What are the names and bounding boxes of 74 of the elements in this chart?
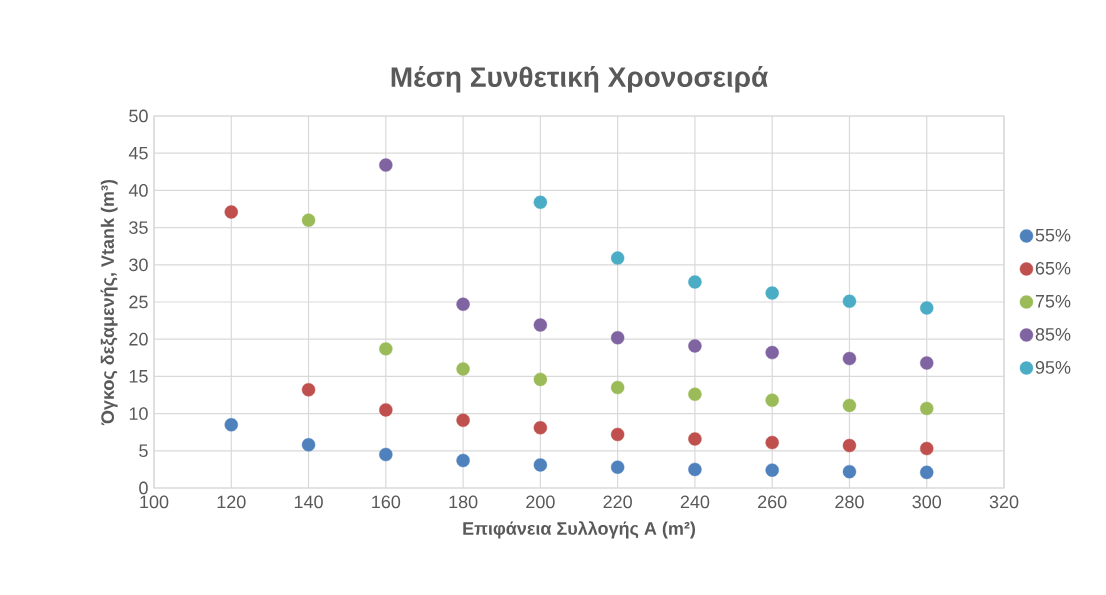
y-tick-label: 10: [129, 407, 148, 420]
point: [842, 464, 857, 479]
x-tick-label: 220: [603, 495, 632, 509]
point: [456, 413, 470, 427]
point: [533, 372, 548, 387]
point: [688, 387, 702, 401]
y-tick-label: 25: [129, 295, 148, 309]
y-tick-label: 50: [129, 109, 148, 123]
point: [610, 331, 625, 345]
point: [610, 460, 625, 474]
y-tick-label: 30: [129, 258, 148, 272]
y-tick-label: 0: [139, 481, 148, 495]
point: [920, 465, 934, 480]
point: [301, 438, 316, 452]
y-tick-label: 35: [129, 221, 148, 234]
x-tick-label: 180: [449, 495, 478, 509]
point: [610, 427, 625, 442]
point: [379, 342, 393, 356]
point: [533, 458, 548, 472]
point: [765, 345, 779, 360]
point: [224, 205, 238, 219]
point: [533, 421, 548, 435]
point: [842, 351, 857, 366]
point: [765, 393, 779, 407]
point: [765, 286, 779, 300]
point: [688, 339, 702, 353]
point: [224, 418, 238, 432]
point: [456, 297, 470, 311]
x-tick-label: 260: [758, 495, 787, 509]
point: [842, 294, 857, 308]
point: [920, 356, 934, 370]
point: [842, 398, 857, 413]
legend-label: 95%: [1035, 361, 1071, 374]
point: [379, 158, 393, 172]
point: [920, 401, 934, 416]
x-tick-label: 320: [989, 495, 1019, 509]
x-tick-label: 100: [140, 495, 169, 509]
x-tick-label: 300: [912, 495, 942, 509]
point: [688, 462, 702, 477]
point: [456, 453, 470, 468]
point: [533, 318, 548, 332]
y-tick-label: 15: [129, 370, 148, 383]
x-tick-label: 140: [294, 495, 323, 509]
point: [765, 435, 779, 450]
y-tick-label: 20: [129, 332, 148, 346]
legend-label: 75%: [1035, 294, 1071, 308]
point: [920, 301, 934, 315]
point: [842, 438, 857, 453]
point: [456, 362, 470, 376]
point: [688, 432, 702, 446]
point: [379, 447, 393, 462]
point: [301, 383, 316, 397]
point: [765, 463, 779, 477]
x-axis-title: Επιφάνεια Συλλογής A (m²): [463, 521, 695, 539]
x-tick-label: 200: [526, 495, 555, 509]
legend-label: 85%: [1035, 327, 1071, 341]
point: [533, 195, 548, 210]
x-tick-label: 120: [217, 495, 246, 509]
y-tick-label: 45: [128, 146, 148, 160]
x-tick-label: 280: [835, 495, 864, 509]
legend-label: 55%: [1035, 228, 1071, 242]
y-tick-label: 5: [139, 444, 148, 458]
point: [610, 251, 625, 265]
y-axis-title: Όγκος δεξαμενής, Vtank (m³): [100, 179, 118, 426]
point: [301, 213, 316, 227]
point: [379, 403, 393, 417]
legend-label: 65%: [1035, 261, 1071, 275]
point: [688, 275, 702, 289]
chart-title: Μέση Συνθετική Χρονοσειρά: [391, 66, 768, 93]
y-tick-label: 40: [128, 184, 148, 197]
x-tick-label: 240: [680, 495, 710, 509]
point: [610, 380, 625, 395]
x-tick-label: 160: [372, 495, 401, 509]
point: [920, 441, 934, 456]
